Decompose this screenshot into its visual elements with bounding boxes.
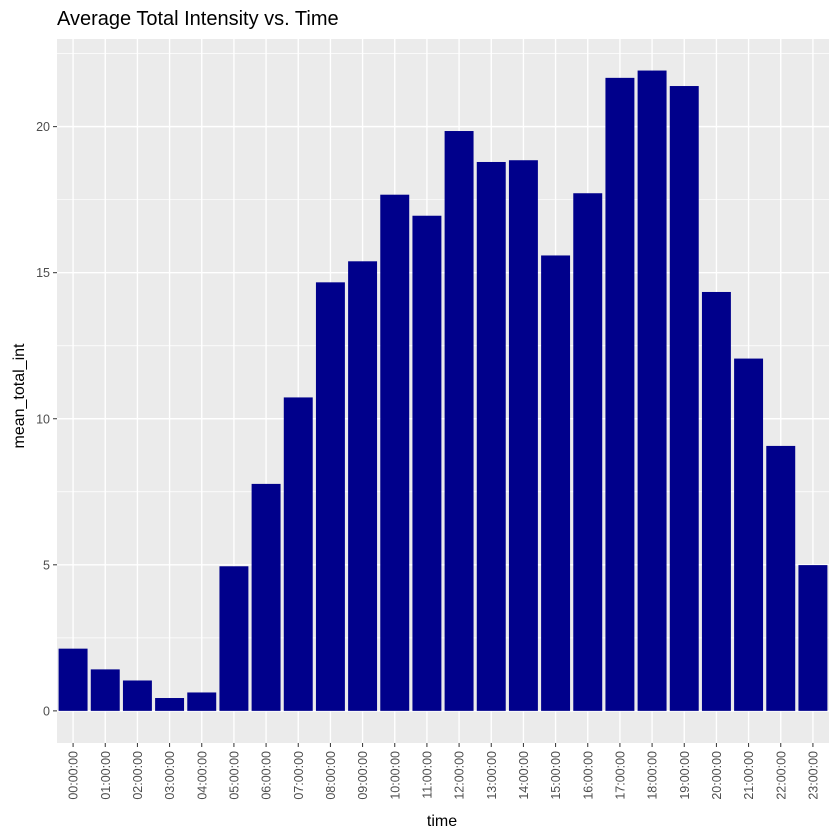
bar-23:00:00 [798,565,828,711]
bars [58,70,828,711]
x-tick-label: 18:00:00 [646,751,660,800]
bar-03:00:00 [155,698,185,711]
x-tick-label: 19:00:00 [678,751,692,800]
y-tick-label: 10 [36,412,50,426]
x-tick-label: 17:00:00 [613,751,627,800]
bar-01:00:00 [90,669,120,711]
bar-07:00:00 [283,397,313,711]
x-tick-label: 03:00:00 [163,751,177,800]
y-axis-title: mean_total_int [11,343,28,449]
bar-22:00:00 [766,445,796,711]
x-tick-label: 20:00:00 [710,751,724,800]
x-tick-label: 08:00:00 [324,751,338,800]
bar-21:00:00 [734,358,764,711]
x-tick-label: 11:00:00 [420,751,434,799]
bar-15:00:00 [541,255,571,711]
bar-05:00:00 [219,566,249,711]
x-tick-label: 14:00:00 [517,751,531,800]
y-tick-label: 0 [43,704,50,718]
x-axis: 00:00:00 01:00:00 02:00:00 03:00:00 04:00:00… [67,743,820,800]
bar-18:00:00 [637,70,667,711]
x-tick-label: 22:00:00 [774,751,788,800]
bar-20:00:00 [701,291,731,711]
x-tick-label: 10:00:00 [388,751,402,800]
x-tick-label: 12:00:00 [453,751,467,800]
x-tick-label: 21:00:00 [742,751,756,800]
x-tick-label: 02:00:00 [131,751,145,800]
bar-12:00:00 [444,131,474,711]
bar-02:00:00 [122,680,152,711]
bar-08:00:00 [315,282,345,711]
y-axis: 0 5 10 15 20 [36,120,57,718]
x-tick-label: 13:00:00 [485,751,499,800]
bar-10:00:00 [380,194,410,711]
x-tick-label: 01:00:00 [99,751,113,800]
y-tick-label: 20 [36,120,50,134]
chart-title: Average Total Intensity vs. Time [57,8,339,30]
bar-06:00:00 [251,483,281,711]
bar-09:00:00 [348,261,378,711]
bar-14:00:00 [508,160,538,711]
bar-17:00:00 [605,77,635,711]
x-tick-label: 15:00:00 [549,751,563,800]
bar-04:00:00 [187,692,217,711]
x-tick-label: 09:00:00 [356,751,370,800]
bar-00:00:00 [58,648,88,711]
x-tick-label: 07:00:00 [292,751,306,800]
bar-11:00:00 [412,215,442,711]
x-tick-label: 23:00:00 [806,751,820,800]
bar-16:00:00 [573,193,603,711]
bar-19:00:00 [669,86,699,711]
y-tick-label: 15 [36,266,50,280]
x-tick-label: 16:00:00 [581,751,595,800]
y-tick-label: 5 [43,558,50,572]
x-tick-label: 04:00:00 [195,751,209,800]
x-tick-label: 05:00:00 [227,751,241,800]
x-tick-label: 06:00:00 [260,751,274,800]
x-tick-label: 00:00:00 [67,751,81,800]
x-axis-title: time [427,813,457,830]
bar-13:00:00 [476,161,506,711]
plot-panel [57,39,829,743]
